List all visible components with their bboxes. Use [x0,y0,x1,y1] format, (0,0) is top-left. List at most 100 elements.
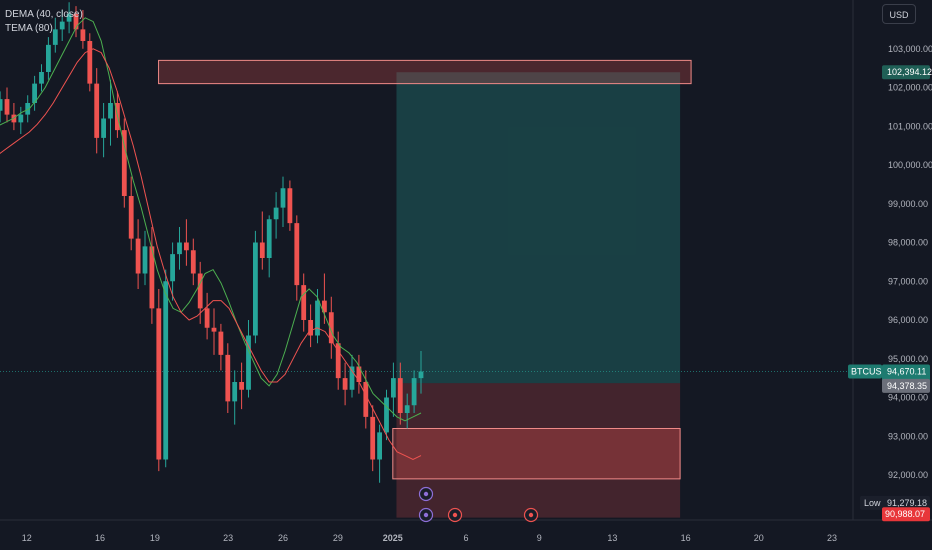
candle-body [39,72,44,84]
candle-body [239,382,244,390]
candle-body [18,114,24,123]
candle-body [218,331,224,355]
candle-body [287,188,293,224]
candle [170,242,175,301]
candle [184,219,189,266]
time-tick-label: 26 [278,533,288,543]
candle-body [0,99,3,111]
candle-body [335,343,341,379]
candle-body [280,188,286,208]
time-tick-label: 29 [333,533,343,543]
candle [411,370,417,413]
candle [232,370,238,425]
candle-body [87,41,93,84]
dividend-marker-icon-dot [423,512,429,518]
indicator-legend: DEMA (40, close) TEMA (80) [5,8,83,36]
candle-body [418,371,424,379]
candle-body [52,29,58,45]
candle [149,227,155,324]
candle [342,362,348,406]
candle [287,180,293,231]
candle [273,192,279,239]
candle-body [204,308,210,328]
candle-body [370,416,376,460]
price-tick-label: 96,000.00 [888,315,928,325]
candle [322,273,327,324]
candle [259,211,265,270]
price-tick-label: 101,000.00 [888,121,932,131]
price-tick-label: 93,000.00 [888,431,928,441]
candle-body [156,308,162,460]
time-tick-label: 23 [827,533,837,543]
low-price-label: 91,279.18 [887,498,927,508]
candle-body [4,99,10,115]
price-tick-label: 102,000.00 [888,83,932,93]
candle-body [73,13,79,30]
candle [377,424,382,483]
candle [190,238,196,286]
candle [225,343,231,413]
candle [87,33,93,92]
candle-body [391,378,396,398]
time-tick-label: 16 [681,533,691,543]
candle-body [294,223,300,286]
candle-body [59,21,65,30]
low-prefix: Low [864,498,881,508]
candle [177,227,182,270]
dema-line [0,17,422,422]
time-tick-label: 6 [463,533,468,543]
candle [80,10,86,49]
candle-body [163,281,169,460]
candle [370,405,376,472]
candle [4,87,10,123]
candle [301,273,307,332]
candle-body [101,118,106,138]
reward-zone [396,72,681,384]
price-tick-label: 100,000.00 [888,160,932,170]
candle-body [308,320,313,336]
dema-legend-label[interactable]: DEMA (40, close) [5,9,83,20]
candle-body [197,273,203,309]
candle-body [246,335,251,390]
candle-body [273,207,279,220]
candle [246,320,251,398]
candle-body [411,378,417,406]
price-tick-label: 99,000.00 [888,199,928,209]
tema-legend-label[interactable]: TEMA (80) [5,23,53,34]
price-tick-label: 94,000.00 [888,393,928,403]
candle-body [121,130,127,196]
candle-body [315,300,320,336]
candle [280,176,286,227]
candle-body [328,312,334,344]
candle [128,176,134,251]
time-tick-label: 20 [754,533,764,543]
candle [391,362,396,417]
candle-body [94,83,100,138]
candle-body [46,44,51,72]
demand-zone [392,428,681,480]
target-price-tag [882,65,930,80]
entry-price-tag [882,378,930,393]
candle [32,75,37,111]
time-tick-label: 9 [537,533,542,543]
candle [52,17,58,53]
candle [59,10,65,41]
candle-body [25,103,31,115]
candle-body [349,366,355,390]
candle [66,2,72,34]
currency-unit-button[interactable]: USD [882,4,916,24]
candle-body [108,103,113,119]
price-tick-label: 98,000.00 [888,238,928,248]
candle [46,37,51,80]
candle-body [149,246,155,309]
risk-zone [396,383,681,518]
time-tick-label: 19 [150,533,160,543]
event-marker-icon-dot [423,491,429,497]
stop-price-tag [882,507,930,522]
stop-price-label: 90,988.07 [885,509,925,519]
candle-body [142,246,148,274]
candle-body [342,378,348,390]
candle [384,389,389,441]
